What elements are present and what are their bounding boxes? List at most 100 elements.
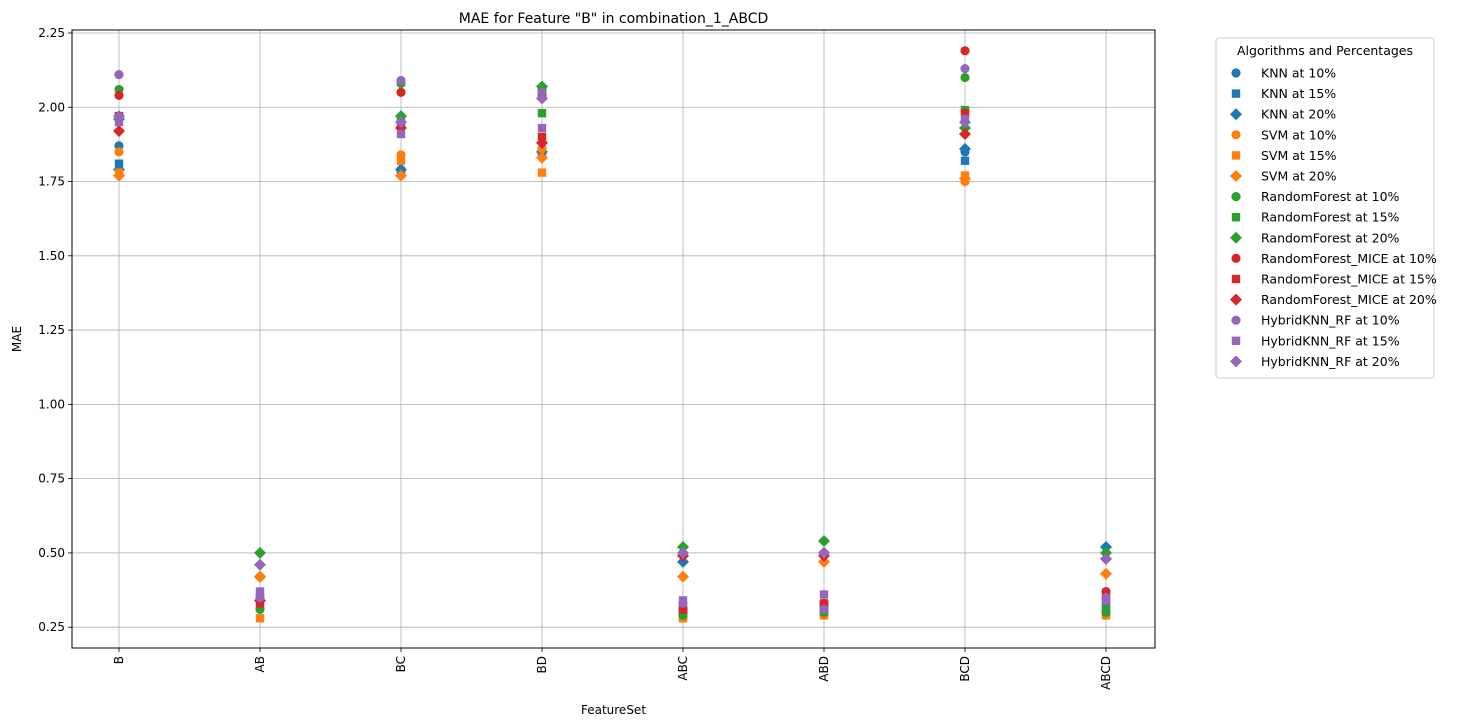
legend-marker (1231, 213, 1241, 222)
plot-frame (71, 29, 1156, 649)
legend: Algorithms and Percentages KNN at 10% KNN… (1215, 37, 1437, 379)
legend-marker (1230, 108, 1242, 121)
legend-entry: RandomForest at 15% (1261, 210, 1400, 225)
data-point (537, 108, 547, 118)
data-point (678, 596, 688, 605)
data-point (959, 172, 971, 185)
legend-entry: KNN at 15% (1261, 86, 1336, 101)
legend-title: Algorithms and Percentages (1237, 43, 1413, 58)
legend-entry: RandomForest at 20% (1261, 230, 1400, 245)
y-tick-label: 0.75 (38, 472, 65, 486)
data-point (114, 90, 124, 100)
data-point (959, 142, 971, 155)
legend-marker (1231, 151, 1241, 160)
data-point (396, 156, 406, 165)
data-point (819, 604, 829, 614)
legend-marker (1231, 192, 1241, 202)
data-point (677, 546, 689, 559)
data-point (1101, 605, 1111, 614)
data-point (114, 147, 124, 157)
y-axis: 0.25 0.50 0.75 1.00 1.25 1.50 1.75 2.00 2.25 (38, 26, 72, 634)
legend-entry: SVM at 20% (1261, 169, 1337, 184)
legend-entry: KNN at 10% (1261, 66, 1336, 81)
data-point (818, 546, 830, 559)
x-axis: B AB BC BD ABC ABD BCD ABCD (112, 648, 1113, 690)
grid-layer (72, 30, 1155, 648)
legend-entry: HybridKNN_RF at 15% (1261, 333, 1400, 348)
data-point (1100, 552, 1112, 565)
y-tick-label: 1.50 (38, 249, 65, 263)
y-axis-label: MAE (10, 326, 24, 352)
legend-entry: RandomForest at 10% (1261, 189, 1400, 204)
y-tick-label: 1.25 (38, 323, 65, 337)
x-tick-label: ABD (817, 656, 831, 682)
data-point (254, 558, 266, 571)
legend-marker (1231, 315, 1241, 325)
legend-entry: HybridKNN_RF at 20% (1261, 354, 1400, 369)
legend-marker (1231, 130, 1241, 140)
marks-layer (113, 46, 1112, 623)
legend-marker (1230, 355, 1242, 368)
legend-entry: RandomForest_MICE at 20% (1261, 292, 1437, 307)
data-point (536, 92, 548, 105)
data-point (678, 605, 688, 614)
data-point (819, 599, 829, 608)
x-tick-label: BD (535, 656, 549, 673)
data-point (536, 136, 548, 149)
data-point (537, 123, 547, 133)
legend-entry: SVM at 15% (1261, 148, 1337, 163)
legend-marker (1230, 170, 1242, 182)
legend-entry: SVM at 10% (1261, 127, 1337, 142)
data-point (959, 127, 971, 140)
data-point (114, 69, 124, 80)
legend-entry: RandomForest_MICE at 10% (1261, 251, 1437, 266)
data-point (677, 570, 689, 583)
chart-title: MAE for Feature "B" in combination_1_ABC… (459, 11, 769, 27)
y-tick-label: 0.25 (38, 620, 65, 634)
data-point (254, 570, 266, 583)
x-tick-label: B (112, 656, 126, 664)
data-point (113, 125, 125, 138)
data-point (960, 108, 970, 118)
legend-marker (1230, 231, 1242, 244)
y-tick-label: 1.75 (38, 175, 65, 189)
legend-entry: HybridKNN_RF at 10% (1261, 313, 1400, 328)
data-point (960, 156, 970, 165)
data-point (395, 116, 407, 129)
data-point (396, 75, 406, 86)
legend-marker (1231, 336, 1241, 345)
legend-entry: RandomForest_MICE at 15% (1261, 272, 1437, 287)
data-point (396, 87, 406, 97)
x-tick-label: ABC (676, 656, 690, 681)
data-point (113, 110, 125, 123)
x-axis-label: FeatureSet (581, 703, 646, 717)
legend-marker (1231, 68, 1241, 78)
data-point (819, 590, 829, 599)
y-tick-label: 1.00 (38, 397, 65, 411)
legend-marker (1230, 293, 1242, 306)
y-tick-label: 2.25 (38, 26, 65, 40)
x-tick-label: ABCD (1099, 656, 1113, 690)
data-point (536, 151, 548, 164)
legend-frame (1215, 37, 1435, 379)
x-tick-label: BC (394, 656, 408, 672)
data-point (255, 614, 265, 623)
data-point (960, 72, 970, 83)
legend-marker (1231, 253, 1241, 263)
data-point (818, 535, 830, 548)
data-point (113, 169, 125, 182)
data-point (1101, 596, 1111, 605)
data-point (960, 46, 970, 56)
y-tick-label: 0.50 (38, 546, 65, 560)
data-point (1100, 567, 1112, 580)
data-point (255, 587, 265, 596)
data-point (960, 64, 970, 74)
x-tick-label: BCD (958, 656, 972, 682)
data-point (959, 116, 971, 129)
data-point (396, 129, 406, 139)
y-tick-label: 2.00 (38, 100, 65, 114)
legend-marker (1231, 89, 1241, 98)
legend-entry: KNN at 20% (1261, 107, 1336, 122)
x-tick-label: AB (253, 656, 267, 672)
